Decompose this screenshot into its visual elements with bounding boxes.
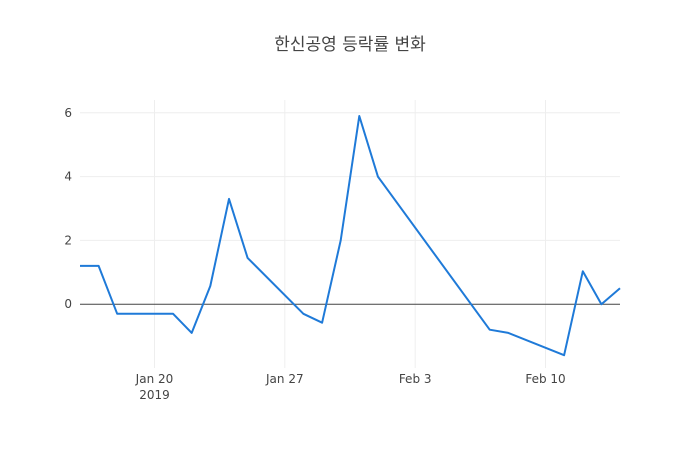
x-tick-sublabel: 2019 [139, 388, 170, 402]
series-layer [80, 115, 621, 357]
y-tick-label: 0 [64, 297, 72, 311]
y-axis: 0 2 4 6 [64, 106, 72, 311]
x-tick-label: Jan 27 [265, 372, 304, 386]
chart-title: 한신공영 등락률 변화 [274, 35, 426, 55]
x-axis: Jan 20 2019 Jan 27 Feb 3 Feb 10 [135, 372, 566, 402]
y-tick-label: 2 [64, 233, 72, 247]
x-tick-label: Feb 10 [525, 372, 565, 386]
x-tick-label: Jan 20 [135, 372, 174, 386]
series-line [80, 115, 621, 357]
y-tick-label: 6 [64, 106, 72, 120]
y-tick-label: 4 [64, 170, 72, 184]
grid-lines [80, 100, 620, 368]
x-tick-label: Feb 3 [399, 372, 432, 386]
